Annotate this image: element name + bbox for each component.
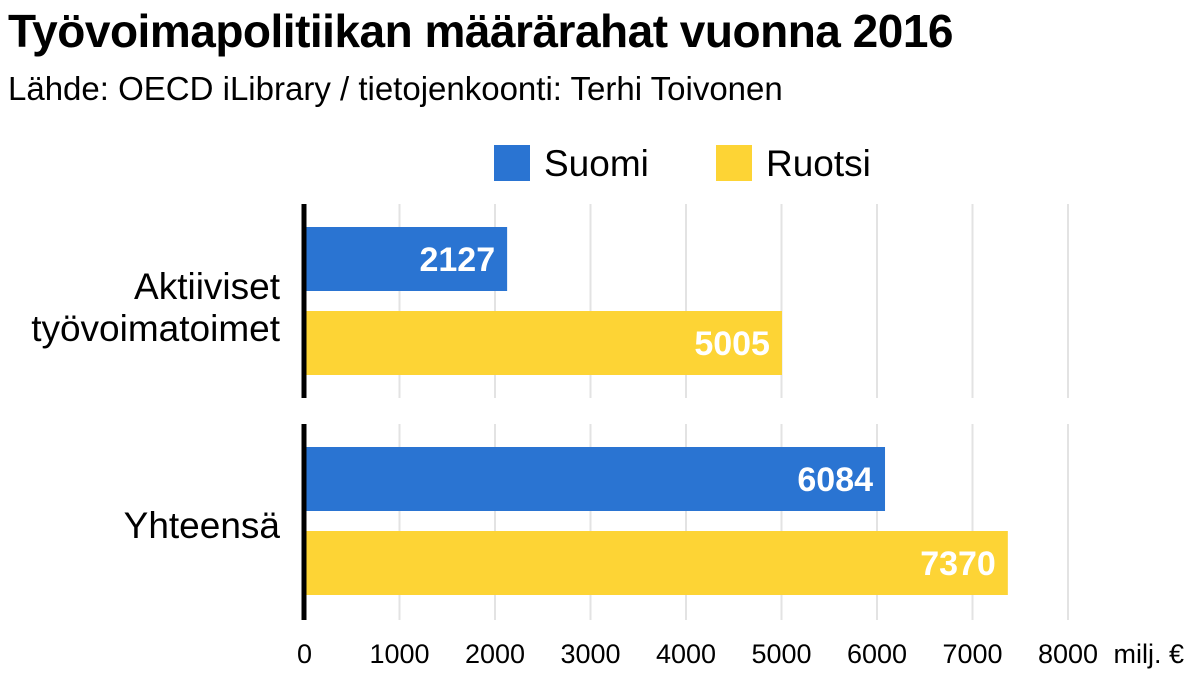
chart-title: Työvoimapolitiikan määrärahat vuonna 201…: [8, 5, 953, 57]
legend-label-ruotsi: Ruotsi: [766, 143, 871, 184]
x-tick-label-3000: 3000: [560, 639, 620, 669]
bar-label-ruotsi-1: 7370: [920, 545, 996, 583]
bar-ruotsi-1: [304, 531, 1008, 595]
bar-label-ruotsi-0: 5005: [694, 325, 770, 363]
category-label-0-line-0: Aktiiviset: [134, 266, 281, 307]
x-tick-label-7000: 7000: [942, 639, 1002, 669]
x-tick-label-1000: 1000: [369, 639, 429, 669]
chart-subtitle: Lähde: OECD iLibrary / tietojenkoonti: T…: [8, 70, 783, 107]
x-tick-label-8000: 8000: [1038, 639, 1098, 669]
bar-suomi-1: [304, 447, 886, 511]
bar-label-suomi-1: 6084: [797, 461, 873, 499]
x-tick-label-2000: 2000: [465, 639, 525, 669]
bar-label-suomi-0: 2127: [419, 241, 495, 279]
bar-ruotsi-0: [304, 311, 782, 375]
legend-swatch-ruotsi: [716, 145, 752, 181]
x-tick-label-6000: 6000: [847, 639, 907, 669]
bar-suomi-0: [304, 227, 508, 291]
legend-swatch-suomi: [494, 145, 530, 181]
category-label-1-line-0: Yhteensä: [124, 505, 281, 546]
x-tick-label-0: 0: [297, 639, 312, 669]
x-tick-label-4000: 4000: [656, 639, 716, 669]
category-label-0-line-1: työvoimatoimet: [31, 308, 281, 349]
legend-label-suomi: Suomi: [544, 143, 649, 184]
x-tick-label-5000: 5000: [751, 639, 811, 669]
x-axis-unit-label: milj. €: [1113, 639, 1184, 669]
